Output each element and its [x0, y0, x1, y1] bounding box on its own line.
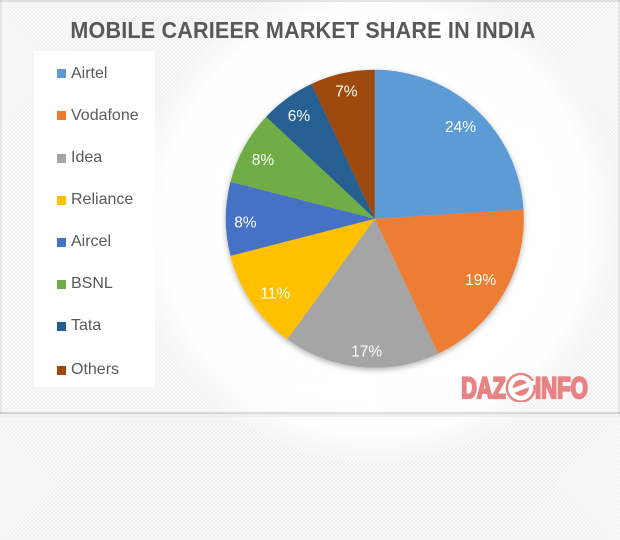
svg-text:17%: 17%: [351, 343, 382, 360]
svg-text:INFO: INFO: [535, 372, 588, 402]
svg-text:19%: 19%: [465, 272, 496, 289]
svg-text:6%: 6%: [288, 108, 311, 125]
svg-text:8%: 8%: [252, 152, 275, 169]
svg-text:11%: 11%: [260, 285, 290, 302]
svg-text:8%: 8%: [234, 214, 257, 231]
svg-text:24%: 24%: [445, 119, 476, 136]
svg-text:DAZ: DAZ: [461, 373, 506, 402]
svg-text:7%: 7%: [335, 83, 358, 100]
